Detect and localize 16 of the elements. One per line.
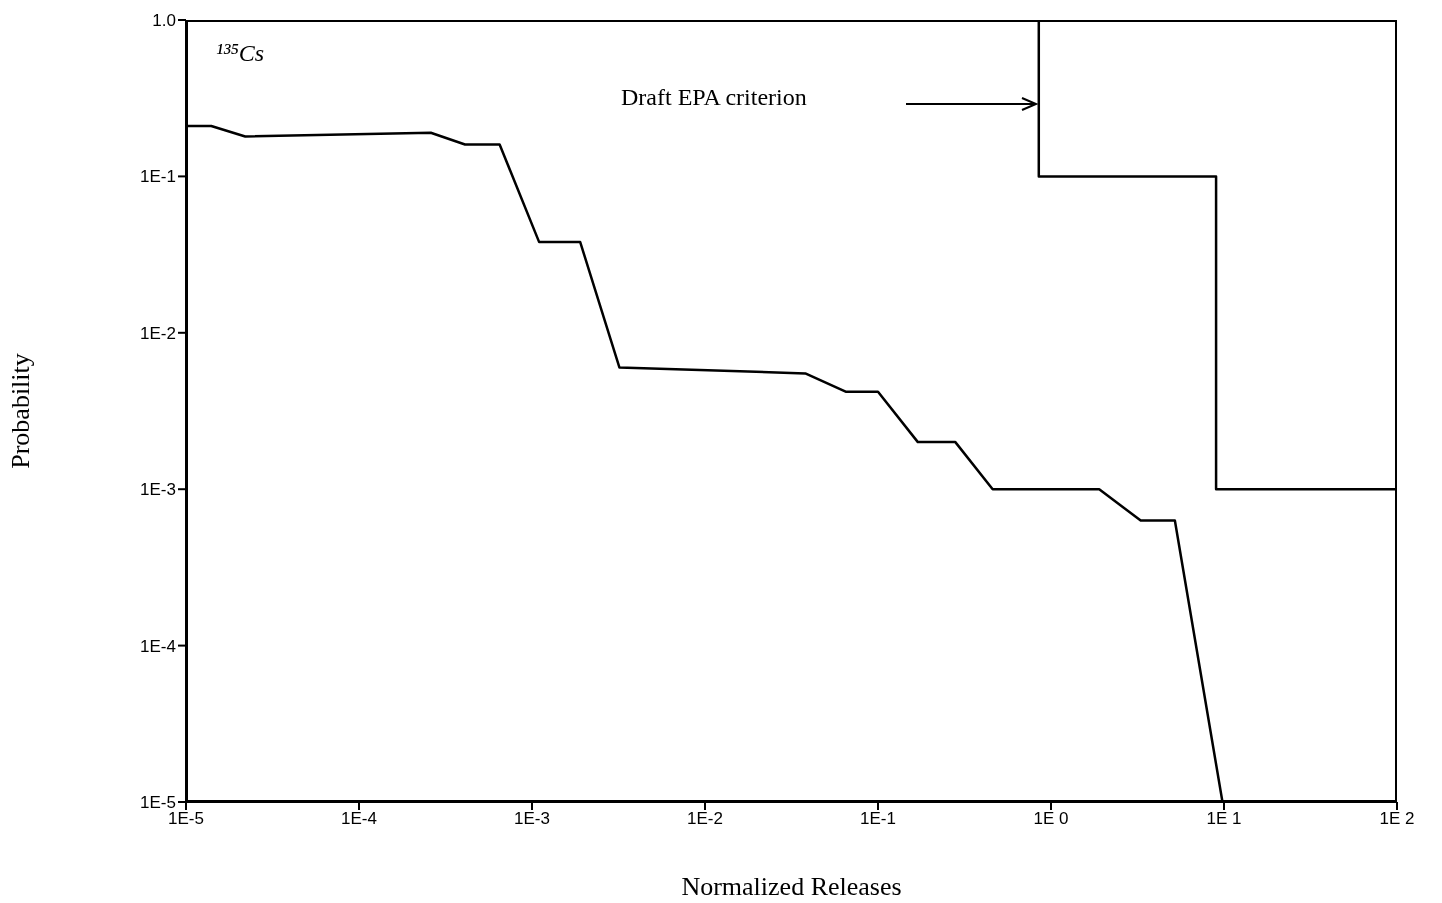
x-tick-label: 1E 1 (1206, 809, 1242, 829)
annotation: Draft EPA criterion (621, 84, 807, 111)
x-tick-label: 1E-1 (860, 809, 896, 829)
y-tick-label: 1E-1 (140, 167, 176, 187)
y-tick-label: 1E-4 (140, 636, 176, 656)
y-tick-label: 1.0 (152, 11, 176, 31)
x-tick-label: 1E-4 (341, 809, 377, 829)
x-tick-label: 1E 2 (1379, 809, 1415, 829)
x-axis-title: Normalized Releases (681, 872, 902, 901)
y-tick-label: 1E-2 (140, 323, 176, 343)
y-axis-title: Probability (6, 353, 36, 469)
x-tick-label: 1E 0 (1033, 809, 1069, 829)
y-tick-label: 1E-3 (140, 480, 176, 500)
annotation: ¹³⁵Cs (216, 40, 265, 67)
x-tick-label: 1E-3 (514, 809, 550, 829)
x-tick-label: 1E-2 (687, 809, 723, 829)
